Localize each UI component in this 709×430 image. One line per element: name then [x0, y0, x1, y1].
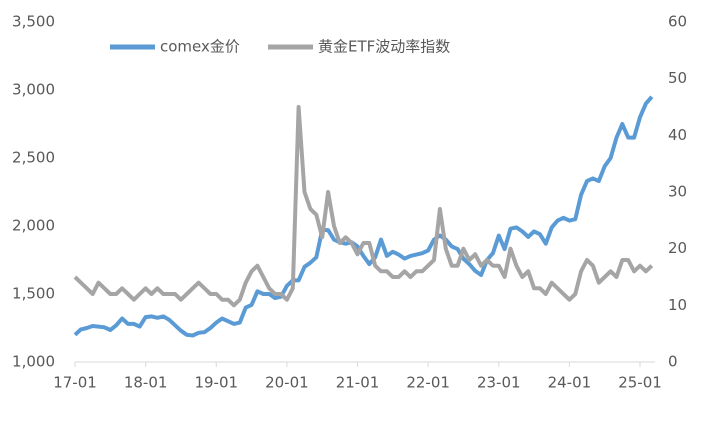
- x-tick-label: 22-01: [406, 374, 450, 392]
- y-tick-label: 2,000: [12, 217, 55, 235]
- x-tick-label: 20-01: [265, 374, 309, 392]
- x-tick-label: 25-01: [618, 374, 662, 392]
- legend-label: comex金价: [160, 38, 240, 56]
- y-tick-label: 3,000: [12, 81, 55, 99]
- y2-tick-label: 60: [668, 13, 687, 31]
- x-tick-label: 18-01: [124, 374, 168, 392]
- x-tick-label: 17-01: [53, 374, 97, 392]
- legend-label: 黄金ETF波动率指数: [318, 38, 450, 56]
- y2-tick-label: 0: [668, 353, 678, 371]
- x-tick-label: 23-01: [477, 374, 521, 392]
- y2-tick-label: 30: [668, 183, 687, 201]
- series-line: [73, 105, 654, 308]
- y-tick-label: 3,500: [12, 13, 55, 31]
- x-tick-label: 24-01: [548, 374, 592, 392]
- x-tick-label: 19-01: [194, 374, 238, 392]
- y-tick-label: 2,500: [12, 149, 55, 167]
- y2-tick-label: 50: [668, 69, 687, 87]
- y-tick-label: 1,000: [12, 353, 55, 371]
- y2-tick-label: 40: [668, 126, 687, 144]
- y-tick-label: 1,500: [12, 285, 55, 303]
- y2-tick-label: 10: [668, 296, 687, 314]
- x-tick-label: 21-01: [336, 374, 380, 392]
- y2-tick-label: 20: [668, 239, 687, 257]
- series-line: [73, 95, 654, 338]
